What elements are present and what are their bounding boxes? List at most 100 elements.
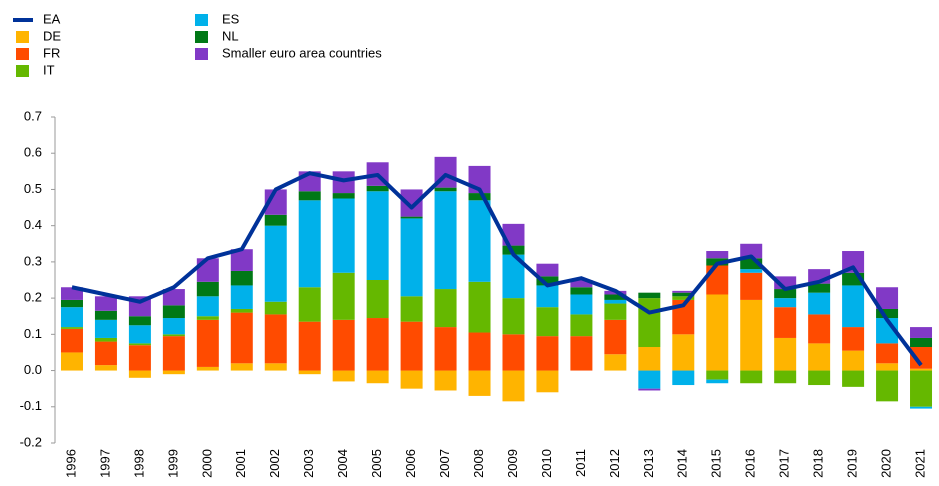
bar-segment (366, 185, 389, 192)
x-tick-label: 2001 (233, 449, 248, 478)
bar-segment (502, 370, 525, 402)
bar-segment (128, 345, 151, 371)
bar-segment (60, 299, 83, 308)
bar-segment (604, 303, 627, 320)
bar-segment (264, 214, 287, 226)
bar-segment (706, 251, 729, 259)
bar-segment (196, 281, 219, 297)
bar-segment (400, 296, 423, 322)
x-tick-label: 2019 (845, 449, 860, 478)
bar-segment (434, 191, 457, 290)
legend-swatch (16, 31, 29, 43)
bar-segment (366, 191, 389, 280)
bar-segment (842, 350, 865, 371)
bar-segment (434, 370, 457, 391)
bar-segment (638, 370, 661, 389)
bar-segment (502, 334, 525, 371)
bar-segment (468, 370, 491, 396)
y-tick-label: 0.3 (24, 253, 42, 268)
bar-segment (536, 307, 559, 337)
x-tick-label: 2004 (335, 449, 350, 478)
y-tick-label: 0.6 (24, 145, 42, 160)
bar-segment (128, 370, 151, 378)
bar-segment (842, 251, 865, 273)
x-tick-label: 2007 (437, 449, 452, 478)
bar-segment (706, 370, 729, 380)
bar-segment (570, 336, 593, 371)
bar-segment (400, 370, 423, 389)
bar-segment (366, 318, 389, 371)
bar-segment (196, 366, 219, 371)
bar-segment (230, 270, 253, 286)
line (71, 171, 923, 367)
bar-segment (94, 296, 117, 311)
x-tick-label: 2012 (607, 449, 622, 478)
legend-swatch (195, 14, 208, 26)
bar-segment (672, 334, 695, 371)
y-tick-label: 0.4 (24, 217, 42, 232)
bar-segment (298, 321, 321, 371)
bar-segment (706, 265, 729, 295)
x-tick-label: 1999 (165, 449, 180, 478)
bar-segment (298, 287, 321, 322)
bar-segment (434, 289, 457, 328)
bar-segment (94, 341, 117, 366)
bar-segment (332, 198, 355, 273)
bar-segment (808, 343, 831, 371)
bar-segment (400, 216, 423, 219)
y-tick-label: -0.2 (20, 434, 42, 449)
bar-segment (162, 336, 185, 371)
bar-segment (808, 283, 831, 293)
bar-segment (842, 370, 865, 387)
bar-segment (740, 258, 763, 270)
bar-segment (740, 370, 763, 384)
bar-segment (876, 287, 899, 309)
bar-segment (910, 337, 933, 348)
bar-segment (910, 347, 933, 369)
bar-segment (332, 319, 355, 371)
bar-segment (842, 285, 865, 328)
bar-segment (400, 321, 423, 371)
bar-segment (910, 370, 933, 407)
x-tick-label: 1997 (97, 449, 112, 478)
x-tick-label: 2005 (369, 449, 384, 478)
bar-segment (672, 370, 695, 386)
legend-swatch (195, 48, 208, 60)
bar-segment (910, 406, 933, 409)
bar-segment (60, 327, 83, 329)
x-tick-label: 2000 (199, 449, 214, 478)
bar-segment (604, 319, 627, 355)
bar-segment (706, 294, 729, 371)
bar-segment (400, 189, 423, 217)
bar-segment (808, 370, 831, 386)
bar-segment (672, 296, 695, 300)
bar-segment (740, 243, 763, 259)
x-tick-label: 1998 (131, 449, 146, 478)
bar-segment (774, 370, 797, 384)
bar-segment (604, 299, 627, 304)
bar-segment (434, 187, 457, 192)
bar-segment (264, 314, 287, 364)
bar-segment (706, 379, 729, 384)
y-tick-label: 0.7 (24, 108, 42, 123)
bar-segment (230, 285, 253, 309)
bar-segment (740, 299, 763, 371)
bar-segment (808, 292, 831, 315)
bar-segment (468, 281, 491, 333)
bar-segment (196, 316, 219, 320)
x-tick-label: 2015 (709, 449, 724, 478)
bar-segment (264, 225, 287, 302)
legend-swatch (195, 31, 208, 43)
bar-segment (570, 280, 593, 288)
y-tick-label: 0.1 (24, 326, 42, 341)
legend-label: Smaller euro area countries (222, 45, 382, 60)
bar-segment (570, 294, 593, 315)
bar-segment (128, 343, 151, 346)
x-tick-label: 2009 (505, 449, 520, 478)
bar-segment (604, 294, 627, 300)
legend-swatch (16, 65, 29, 77)
y-tick-label: 0.5 (24, 181, 42, 196)
bar-segment (876, 308, 899, 319)
bar-segment (332, 370, 355, 382)
